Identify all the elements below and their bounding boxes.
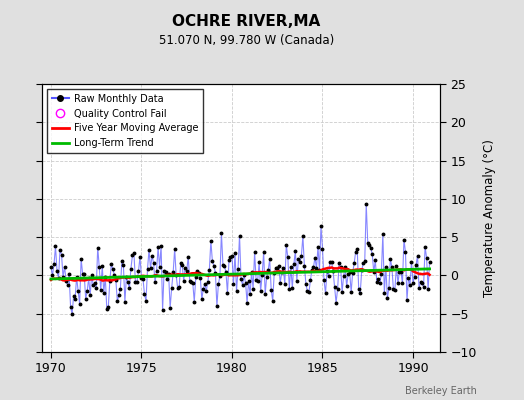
Y-axis label: Temperature Anomaly (°C): Temperature Anomaly (°C) — [483, 139, 496, 297]
Text: 51.070 N, 99.780 W (Canada): 51.070 N, 99.780 W (Canada) — [159, 34, 334, 47]
Legend: Raw Monthly Data, Quality Control Fail, Five Year Moving Average, Long-Term Tren: Raw Monthly Data, Quality Control Fail, … — [47, 89, 203, 153]
Text: OCHRE RIVER,MA: OCHRE RIVER,MA — [172, 14, 320, 29]
Text: Berkeley Earth: Berkeley Earth — [405, 386, 477, 396]
